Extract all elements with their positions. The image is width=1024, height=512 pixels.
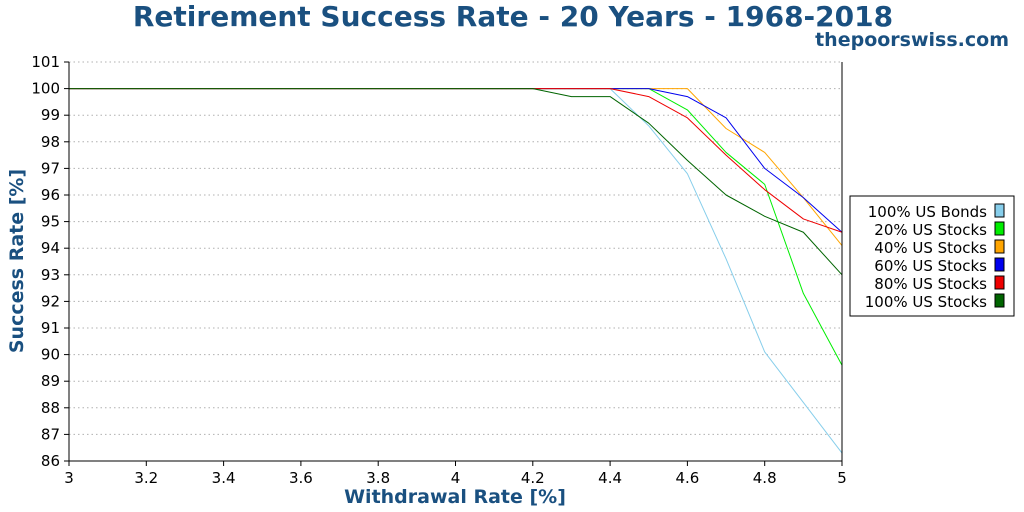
y-axis-label: Success Rate [%]: [6, 169, 28, 353]
x-tick-label: 4.2: [521, 469, 545, 487]
x-tick-label: 4.8: [753, 469, 777, 487]
y-tick-label: 86: [41, 452, 60, 470]
y-tick-label: 87: [41, 425, 60, 443]
y-tick-label: 95: [41, 213, 60, 231]
legend-label: 100% US Bonds: [868, 203, 987, 221]
legend-swatch: [994, 203, 1005, 218]
y-tick-label: 100: [31, 80, 60, 98]
x-tick-label: 5: [837, 469, 847, 487]
legend-label: 80% US Stocks: [874, 275, 987, 293]
legend-label: 40% US Stocks: [874, 239, 987, 257]
y-tick-label: 88: [41, 399, 60, 417]
y-tick-label: 90: [41, 346, 60, 364]
y-tick-label: 92: [41, 292, 60, 310]
legend-swatch: [994, 275, 1005, 290]
y-tick-label: 98: [41, 133, 60, 151]
legend-label: 60% US Stocks: [874, 257, 987, 275]
chart-title: Retirement Success Rate - 20 Years - 196…: [133, 0, 893, 33]
legend-box: [849, 195, 1015, 317]
series-line-100-us-stocks: [69, 88, 843, 276]
y-tick-label: 97: [41, 159, 60, 177]
legend-swatch: [994, 239, 1005, 254]
y-tick-label: 94: [41, 239, 60, 257]
legend-label: 100% US Stocks: [865, 293, 987, 311]
legend-label: 20% US Stocks: [874, 221, 987, 239]
y-tick-label: 101: [31, 53, 60, 71]
x-tick-label: 3.6: [289, 469, 313, 487]
x-ticks: 3 3.2 3.4 3.6 3.8 4 4.2 4.4 4.6 4.8 5: [64, 461, 847, 487]
y-ticks: 86 87 88 89 90 91 92 93 94 95 96 97 98 99 100 101: [31, 53, 69, 470]
series-lines: [69, 88, 843, 454]
x-tick-label: 3.8: [366, 469, 390, 487]
legend-swatch: [994, 257, 1005, 272]
x-tick-label: 4: [451, 469, 461, 487]
legend-swatch: [994, 221, 1005, 236]
legend-swatch: [994, 293, 1005, 308]
y-tick-label: 93: [41, 266, 60, 284]
y-tick-label: 99: [41, 106, 60, 124]
x-tick-label: 4.4: [598, 469, 622, 487]
y-tick-label: 91: [41, 319, 60, 337]
grid: [69, 61, 842, 435]
x-tick-label: 3.2: [134, 469, 158, 487]
chart-subtitle: thepoorswiss.com: [815, 29, 1009, 51]
x-tick-label: 3.4: [212, 469, 236, 487]
x-tick-label: 4.6: [675, 469, 699, 487]
y-tick-label: 96: [41, 186, 60, 204]
x-axis-label: Withdrawal Rate [%]: [344, 486, 566, 508]
y-tick-label: 89: [41, 372, 60, 390]
x-tick-label: 3: [64, 469, 74, 487]
